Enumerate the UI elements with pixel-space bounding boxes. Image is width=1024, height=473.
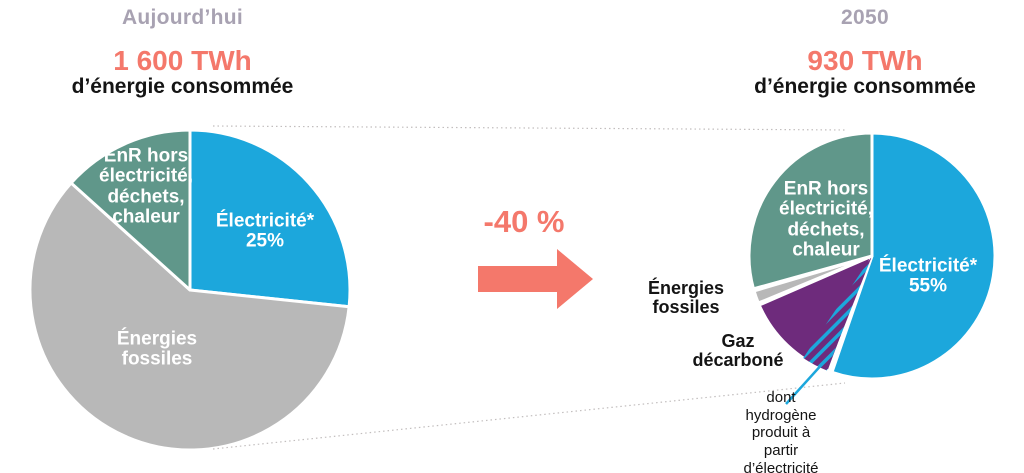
today-electricity-label: Électricité* 25% (215, 210, 315, 252)
pie-slice-electricite (188, 128, 352, 309)
future-gas-label: Gaz décarboné (692, 330, 784, 370)
pie-slice-energies-fossiles (752, 254, 874, 305)
pie-slice-enr-hors-electricite (747, 131, 874, 291)
today-fossil-label: Énergies fossiles (116, 328, 198, 370)
pie-slice-hydrogene-hatch (803, 256, 872, 371)
future-electricity-label: Électricité* 55% (878, 255, 978, 297)
today-period-label: Aujourd’hui (121, 6, 244, 29)
future-renewables-label: EnR hors électricité, déchets, chaleur (779, 178, 873, 261)
pie-chart-2050 (747, 131, 997, 381)
future-period-label: 2050 (841, 6, 889, 29)
pie-slice-enr-hors-electricite (69, 128, 192, 292)
future-total-caption: d’énergie consommée (754, 75, 976, 98)
arrow-right-icon (478, 249, 593, 309)
hydrogen-callout-text: dont hydrogène produit à partir d’électr… (743, 388, 819, 473)
today-renewables-label: EnR hors électricité, déchets, chaleur (99, 145, 193, 228)
today-total-value: 1 600 TWh (113, 45, 252, 76)
today-total-caption: d’énergie consommée (71, 75, 294, 98)
change-percent-label: -40 % (483, 204, 565, 239)
future-fossil-label: Énergies fossiles (647, 277, 725, 317)
future-total-value: 930 TWh (807, 45, 923, 76)
